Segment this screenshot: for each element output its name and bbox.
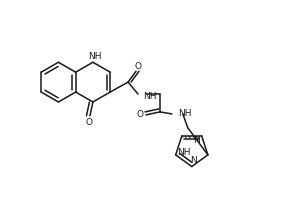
Text: NH: NH	[178, 109, 191, 118]
Text: NH: NH	[88, 52, 102, 61]
Text: O: O	[136, 110, 143, 119]
Text: NH: NH	[177, 148, 190, 157]
Text: N: N	[194, 136, 200, 145]
Text: O: O	[134, 62, 142, 71]
Text: N: N	[190, 156, 197, 165]
Text: NH: NH	[143, 92, 157, 101]
Text: O: O	[85, 118, 92, 127]
